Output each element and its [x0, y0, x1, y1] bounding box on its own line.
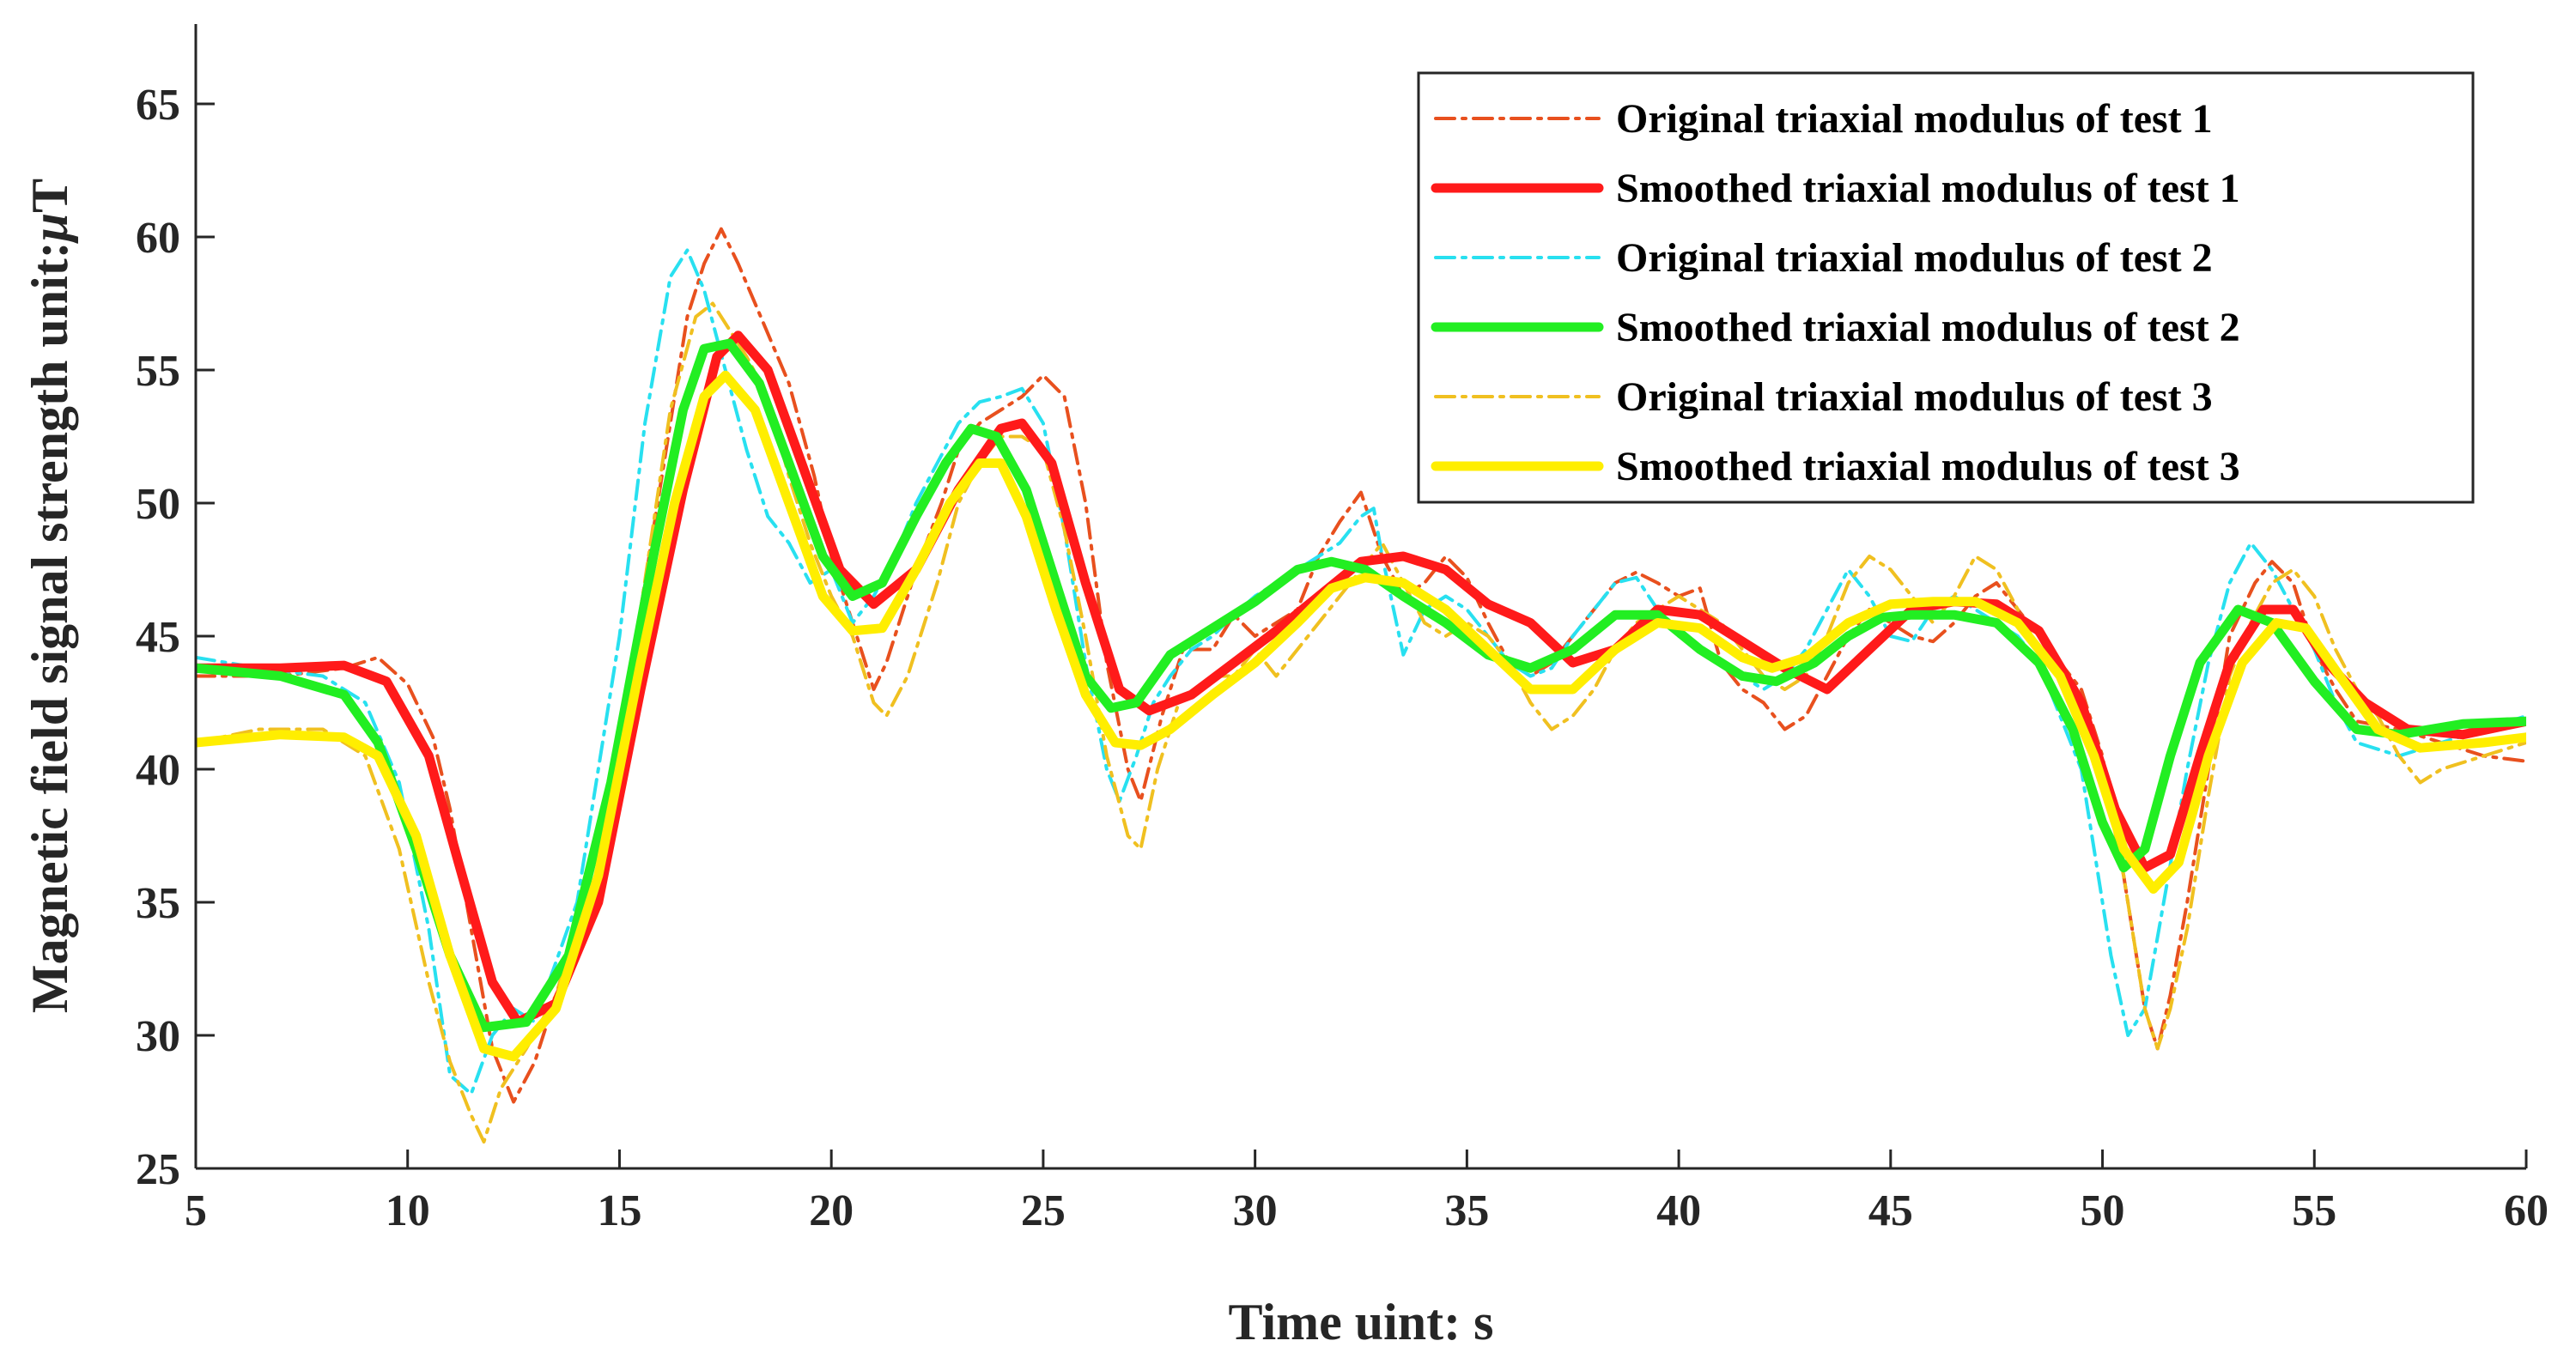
x-tick-label: 45 [1868, 1186, 1913, 1235]
legend-label-3: Original triaxial modulus of test 2 [1616, 235, 2213, 281]
x-tick-label: 50 [2081, 1186, 2125, 1235]
legend: Original triaxial modulus of test 1 Smoot… [1417, 71, 2475, 504]
y-tick-label: 35 [136, 879, 180, 928]
y-tick-label: 60 [136, 214, 180, 263]
y-tick-label: 65 [136, 81, 180, 130]
x-tick-label: 25 [1021, 1186, 1066, 1235]
x-tick-label: 40 [1656, 1186, 1701, 1235]
series-line-2 [196, 331, 2526, 1027]
y-tick-label: 45 [136, 613, 180, 662]
legend-label-6: Smoothed triaxial modulus of test 3 [1616, 444, 2240, 489]
series-line-5 [196, 301, 2526, 1144]
x-tick-label: 35 [1444, 1186, 1489, 1235]
series-line-6 [196, 370, 2526, 1062]
y-axis-label: Magnetic field signal strength unit:μT [21, 179, 78, 1013]
x-tick-label: 15 [597, 1186, 641, 1235]
legend-label-5: Original triaxial modulus of test 3 [1616, 374, 2213, 420]
series-layer [196, 227, 2526, 1144]
legend-label-2: Smoothed triaxial modulus of test 1 [1616, 166, 2240, 211]
legend-box [1417, 71, 2475, 504]
x-axis-label: Time uint: s [1229, 1294, 1494, 1350]
y-ticks: 25 30 35 40 45 50 55 60 65 [136, 81, 215, 1194]
x-ticks: 5 10 15 20 25 30 35 40 45 50 55 60 [185, 1150, 2549, 1235]
x-tick-label: 55 [2292, 1186, 2336, 1235]
legend-label-1: Original triaxial modulus of test 1 [1616, 96, 2213, 142]
series-line-4 [196, 338, 2526, 1033]
x-tick-label: 30 [1233, 1186, 1278, 1235]
legend-label-4: Smoothed triaxial modulus of test 2 [1616, 305, 2240, 350]
y-tick-label: 40 [136, 746, 180, 795]
y-tick-label: 30 [136, 1012, 180, 1061]
x-tick-label: 60 [2504, 1186, 2549, 1235]
y-tick-label: 25 [136, 1145, 180, 1194]
x-tick-label: 20 [809, 1186, 854, 1235]
y-tick-label: 55 [136, 347, 180, 396]
x-tick-label: 10 [386, 1186, 430, 1235]
x-tick-label: 5 [185, 1186, 207, 1235]
y-tick-label: 50 [136, 480, 180, 529]
